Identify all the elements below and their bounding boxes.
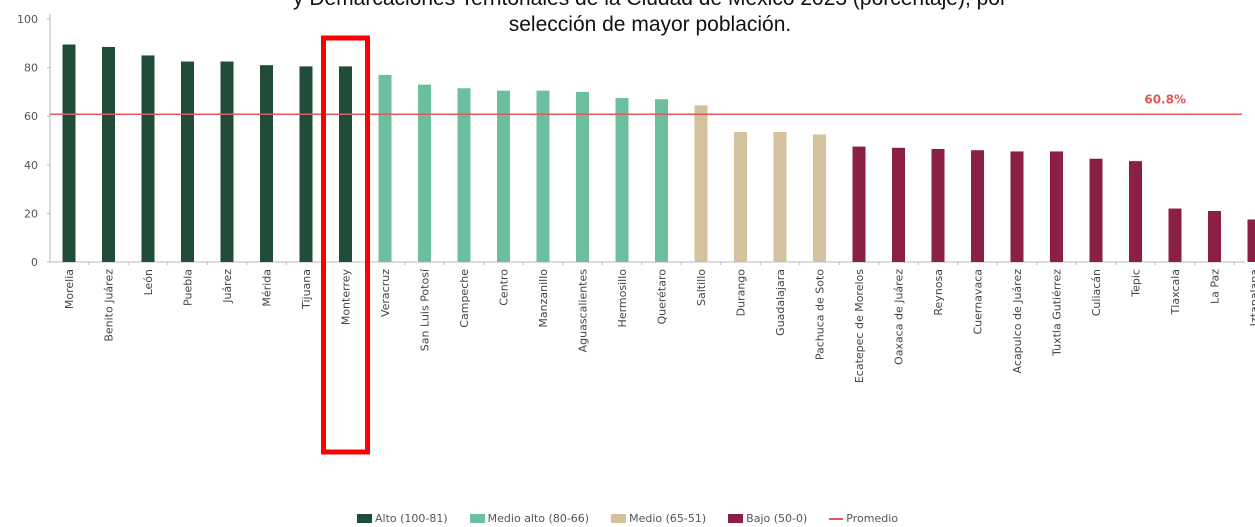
x-tick-label: Juárez [221,269,234,304]
x-tick-label: Veracruz [379,269,392,317]
x-tick-label: Pachuca de Soto [814,269,827,360]
bar [418,84,431,262]
bar [931,149,945,262]
x-tick-label: Saltillo [695,269,708,306]
bar [1168,208,1182,262]
bar [1089,158,1103,262]
legend-swatch [728,514,744,523]
y-tick-label: 40 [24,159,38,172]
x-tick-label: Mérida [261,269,274,307]
bar [852,146,866,262]
chart-title-line-2: selección de mayor población. [508,13,792,36]
legend-swatch [357,514,372,523]
x-tick-label: Aguascalientes [577,269,590,353]
legend-label: Alto (100-81) [375,512,448,525]
highlight-box [321,35,370,455]
x-tick-label: Morelia [63,269,76,309]
bar [1247,219,1255,262]
legend-item: Alto (100-81) [357,512,448,525]
x-tick-label: León [142,269,155,295]
x-tick-label: Tepic [1130,269,1143,298]
bar [62,44,76,262]
legend-label: Medio (65-51) [629,512,707,525]
legend-swatch [611,514,627,523]
average-label: 60.8% [1144,92,1186,106]
y-tick-label: 100 [17,13,38,26]
chart-legend: Alto (100-81) Medio alto (80-66) Medio (65… [0,512,1255,525]
legend-item: Promedio [829,512,898,525]
bar [457,88,471,262]
x-tick-label: Benito Juárez [103,269,116,342]
bar [773,131,787,262]
bar [655,99,668,262]
x-tick-label: Cuernavaca [972,269,985,335]
bar [141,55,155,263]
bar [1208,210,1221,262]
x-tick-label: Oaxaca de Juárez [893,269,906,365]
chart-title: y Demarcaciones Territoriales de la Ciud… [150,0,1150,38]
x-tick-label: Campeche [458,269,471,328]
y-tick-label: 80 [24,62,38,75]
bar [734,131,747,262]
legend-item: Medio (65-51) [611,512,706,525]
bar [1010,151,1024,262]
bar [971,150,984,262]
bar [892,147,905,262]
legend-label: Medio alto (80-66) [487,512,590,525]
x-tick-label: Tuxtla Gutiérrez [1051,269,1064,357]
x-tick-label: Centro [498,269,511,306]
bar [497,90,510,262]
bar [1129,161,1142,262]
y-tick-label: 60 [24,110,38,123]
bar [220,61,234,263]
x-tick-label: Tlaxcala [1169,269,1182,315]
bar [102,46,115,262]
x-tick-label: Iztapalapa [1248,269,1255,326]
x-tick-label: Manzanillo [537,269,550,328]
bar [813,134,826,262]
x-tick-label: Acapulco de Juárez [1011,269,1024,374]
legend-swatch [829,517,844,520]
legend-label: Bajo (50-0) [746,512,808,525]
legend-label: Promedio [846,512,898,525]
x-tick-label: San Luis Potosí [419,268,432,351]
bar [181,61,194,263]
x-tick-label: Monterrey [340,269,353,326]
bar [576,91,589,263]
x-tick-label: Hermosillo [616,269,629,328]
legend-item: Medio alto (80-66) [469,512,590,525]
x-tick-label: Tijuana [300,269,313,310]
chart-title-line-1: y Demarcaciones Territoriales de la Ciud… [150,0,1150,12]
legend-item: Bajo (50-0) [728,512,807,525]
x-tick-label: Durango [735,269,748,317]
x-tick-label: Culiacán [1090,269,1103,316]
bar [299,66,313,262]
x-tick-label: Reynosa [932,269,945,316]
x-tick-label: Querétaro [656,269,669,325]
x-tick-label: La Paz [1209,269,1222,304]
bar [536,90,550,262]
bar [260,65,273,262]
x-tick-label: Ecatepec de Morelos [853,269,866,383]
x-tick-label: Guadalajara [774,269,787,336]
bar [339,66,352,262]
bar [694,105,708,262]
bar [615,97,629,262]
x-tick-label: Puebla [182,269,195,306]
bar [378,74,392,262]
bar [1050,151,1063,262]
y-tick-label: 20 [24,207,38,220]
y-tick-label: 0 [31,256,38,269]
legend-swatch [469,514,485,523]
